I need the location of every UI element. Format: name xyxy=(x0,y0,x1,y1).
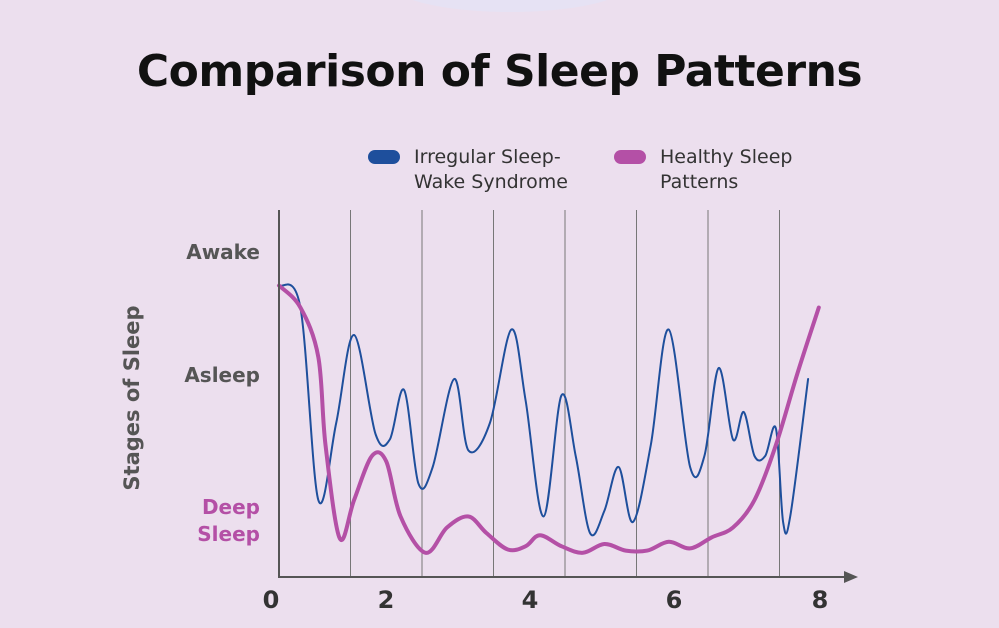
legend-swatch-healthy xyxy=(614,150,646,164)
series-line-irregular xyxy=(278,283,810,537)
series-line-healthy xyxy=(277,283,821,555)
gridlines xyxy=(350,210,780,577)
series-layer xyxy=(277,283,821,555)
legend-label-healthy: Healthy Sleep Patterns xyxy=(660,146,793,193)
legend-swatch-irregular xyxy=(368,150,400,164)
x-tick-0: 0 xyxy=(262,586,280,614)
x-tick-4: 4 xyxy=(521,586,539,614)
axes xyxy=(278,210,858,583)
x-tick-6: 6 xyxy=(665,586,683,614)
chart-title: Comparison of Sleep Patterns xyxy=(136,46,863,97)
y-tick-asleep: Asleep xyxy=(184,363,260,387)
y-tick-deep-sleep: Deep Sleep xyxy=(197,495,260,546)
legend-label-irregular: Irregular Sleep- Wake Syndrome xyxy=(414,146,568,193)
legend-item-healthy: Healthy Sleep Patterns xyxy=(614,145,845,195)
x-axis-arrowhead xyxy=(844,571,858,583)
legend-item-irregular: Irregular Sleep- Wake Syndrome xyxy=(368,145,599,195)
x-tick-2: 2 xyxy=(377,586,395,614)
x-tick-8: 8 xyxy=(811,586,829,614)
y-tick-awake: Awake xyxy=(186,240,260,264)
